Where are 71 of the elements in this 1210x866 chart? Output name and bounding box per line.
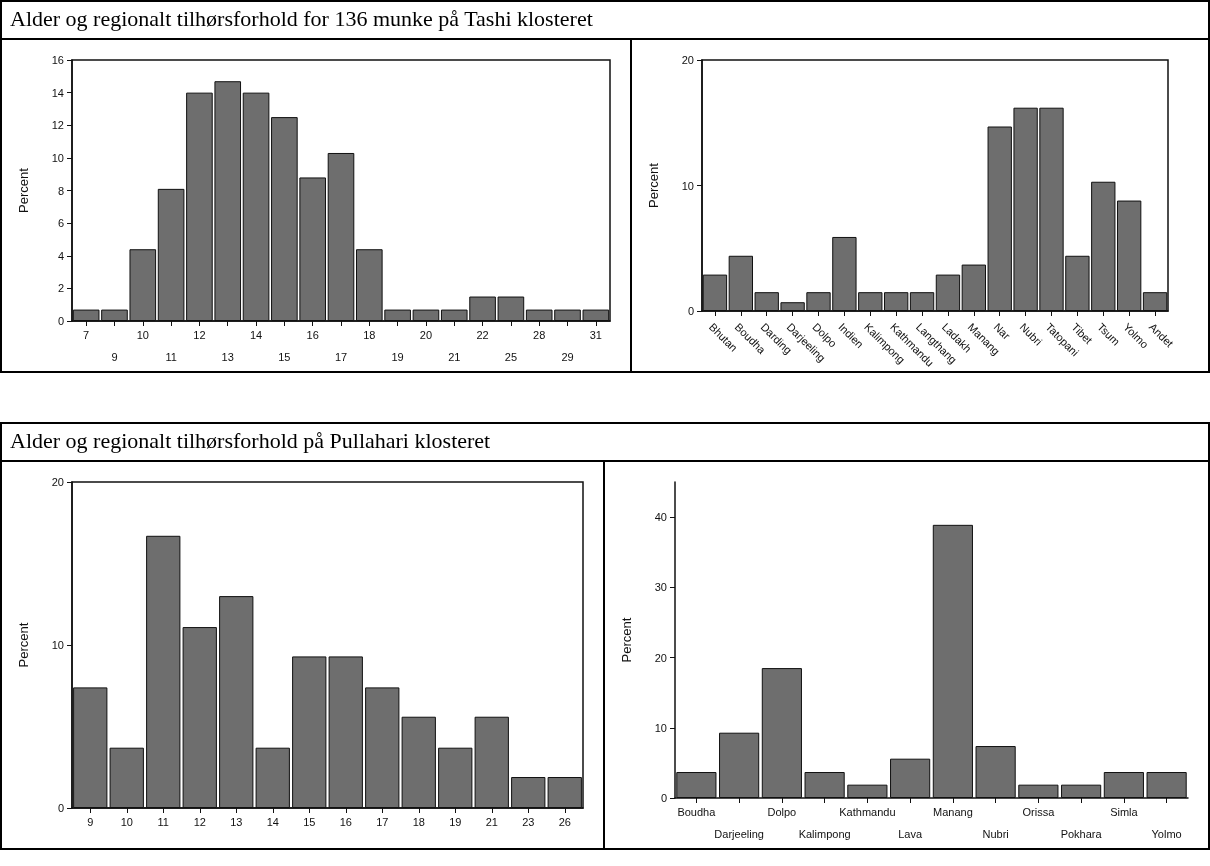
y-tick-label: 14 — [51, 86, 64, 99]
y-tick-label: 10 — [51, 639, 64, 651]
x-tick-label: Boudha — [677, 805, 717, 818]
y-tick-label: 10 — [51, 151, 64, 164]
x-tick-label: 17 — [376, 815, 389, 828]
x-tick-label: 7 — [83, 328, 90, 341]
y-tick-label: 6 — [57, 217, 64, 230]
x-tick-label: Lava — [898, 827, 923, 840]
y-tick-label: 16 — [51, 54, 64, 66]
x-tick-label: 12 — [193, 328, 206, 341]
x-tick-label: 21 — [485, 815, 498, 828]
x-tick-label: 18 — [412, 815, 425, 828]
x-tick-label: 9 — [87, 815, 94, 828]
x-tick-label: 15 — [278, 350, 291, 363]
x-tick-label: Pokhara — [1060, 827, 1103, 840]
x-tick-label: 26 — [558, 815, 571, 828]
x-tick-label: 11 — [157, 815, 169, 828]
x-tick-label: 10 — [136, 328, 149, 341]
x-tick-label: 13 — [221, 350, 234, 363]
x-tick-label: 15 — [303, 815, 316, 828]
x-tick-label: 17 — [334, 350, 348, 363]
x-tick-label: 28 — [533, 328, 546, 341]
x-tick-label: 12 — [193, 815, 206, 828]
x-tick-label: 19 — [391, 350, 404, 363]
x-tick-label: Kalimpong — [798, 827, 851, 840]
x-tick-label: Dolpo — [767, 805, 797, 818]
y-tick-label: 20 — [51, 476, 64, 488]
x-tick-label: 14 — [249, 328, 263, 341]
x-tick-label: Simla — [1110, 805, 1139, 818]
x-tick-label: 31 — [589, 328, 602, 341]
x-tick-label: 16 — [306, 328, 319, 341]
x-tick-label: Kathmandu — [839, 805, 896, 818]
y-tick-label: 0 — [57, 315, 64, 327]
x-tick-label: 14 — [266, 815, 279, 828]
x-tick-label: 16 — [339, 815, 352, 828]
y-axis-title: Percent — [646, 162, 661, 208]
y-tick-label: 20 — [681, 54, 694, 66]
x-tick-label: Darjeeling — [714, 827, 764, 840]
x-tick-label: Nubri — [982, 827, 1009, 840]
y-tick-label: 20 — [654, 651, 667, 664]
y-tick-label: 0 — [660, 792, 667, 804]
y-tick-label: 4 — [57, 249, 64, 262]
x-tick-label: Yolmo — [1151, 827, 1182, 840]
y-axis-title: Percent — [16, 167, 31, 213]
y-axis-title: Percent — [16, 622, 31, 668]
y-tick-label: 2 — [57, 282, 64, 295]
y-tick-label: 8 — [57, 184, 64, 197]
y-axis-title: Percent — [619, 617, 634, 663]
x-tick-label: Manang — [932, 805, 973, 818]
x-tick-label: 23 — [522, 815, 535, 828]
y-tick-label: 40 — [654, 511, 667, 524]
chart-title: Alder og regionalt tilhørsforhold på Pullahari klosteret — [0, 422, 1210, 462]
y-tick-label: 10 — [654, 721, 667, 734]
y-tick-label: 0 — [57, 802, 64, 814]
x-tick-label: 10 — [120, 815, 133, 828]
x-tick-label: 11 — [165, 350, 177, 363]
chart-title: Alder og regionalt tilhørsforhold for 136 munke på Tashi klosteret — [0, 0, 1210, 40]
y-tick-label: 12 — [51, 119, 64, 132]
y-tick-label: 10 — [681, 179, 694, 192]
x-tick-label: 21 — [448, 350, 461, 363]
x-tick-label: 9 — [111, 350, 118, 363]
y-tick-label: 30 — [654, 581, 667, 594]
x-tick-label: 29 — [561, 350, 574, 363]
x-tick-label: 22 — [476, 328, 489, 341]
x-tick-label: Orissa — [1022, 805, 1056, 818]
x-tick-label: 13 — [230, 815, 243, 828]
y-tick-label: 0 — [687, 305, 694, 317]
x-tick-label: 20 — [419, 328, 433, 341]
x-tick-label: 19 — [449, 815, 462, 828]
x-tick-label: 18 — [363, 328, 376, 341]
x-tick-label: 25 — [504, 350, 518, 363]
